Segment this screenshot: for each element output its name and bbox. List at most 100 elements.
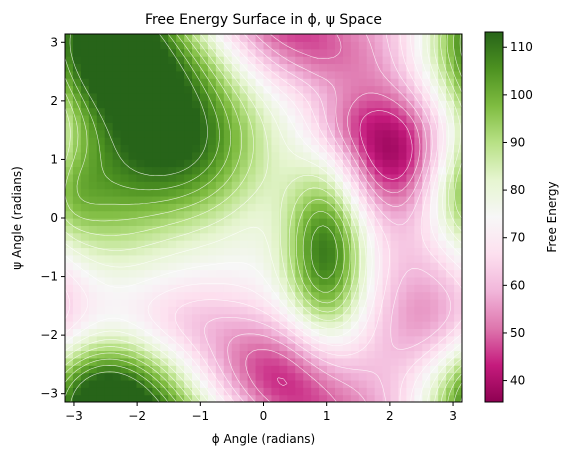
heatmap-cell [287,394,296,402]
heatmap-cell [136,188,145,197]
heatmap-cell [88,188,98,197]
heatmap-cell [112,195,122,204]
heatmap-cell [199,321,209,329]
heatmap-cell [192,137,201,145]
heatmap-cell [120,100,130,109]
heatmap-cell [327,291,336,300]
heatmap-cell [446,379,455,388]
heatmap-cell [176,357,185,366]
heatmap-cell [327,335,336,344]
heatmap-cell [374,85,384,94]
heatmap-cell [287,284,296,293]
heatmap-cell [144,232,153,241]
heatmap-cell [271,166,280,175]
heatmap-cell [184,188,193,197]
y-tick-label: 0 [50,211,58,225]
heatmap-cell [454,313,462,322]
heatmap-cell [255,56,265,65]
heatmap-cell [319,313,328,322]
heatmap-cell [128,225,138,234]
heatmap-cell [152,122,161,131]
heatmap-cell [303,48,312,57]
heatmap-cell [72,129,82,138]
heatmap-cell [184,63,193,72]
heatmap-cell [446,195,455,204]
heatmap-cell [152,335,161,344]
heatmap-cell [184,254,193,263]
heatmap-cell [398,210,408,219]
heatmap-cell [350,107,360,116]
heatmap-cell [446,276,455,285]
heatmap-cell [414,394,423,402]
heatmap-cell [96,240,106,249]
heatmap-cells [65,34,462,402]
heatmap-cell [199,394,209,402]
heatmap-cell [303,159,312,168]
heatmap-cell [104,284,114,293]
heatmap-cell [295,365,304,374]
heatmap-cell [358,262,368,271]
heatmap-cell [239,276,249,285]
heatmap-cell [390,328,400,337]
heatmap-cell [446,291,455,300]
heatmap-cell [96,225,106,234]
heatmap-cell [287,122,296,131]
heatmap-cell [168,269,177,278]
heatmap-cell [287,173,296,182]
heatmap-cell [406,92,415,101]
heatmap-cell [223,63,233,72]
heatmap-cell [358,181,368,190]
heatmap-cell [374,48,384,57]
heatmap-cell [287,188,296,197]
heatmap-cell [160,144,169,153]
heatmap-cell [88,313,98,322]
heatmap-cell [176,129,185,138]
heatmap-cell [199,41,209,50]
heatmap-cell [271,379,280,388]
heatmap-cell [144,365,153,374]
heatmap-cell [438,85,447,94]
heatmap-cell [279,254,288,263]
heatmap-cell [271,63,280,72]
heatmap-cell [327,394,336,402]
heatmap-cell [319,173,328,182]
heatmap-cell [319,262,328,271]
heatmap-cell [231,203,241,212]
heatmap-cell [231,151,241,160]
heatmap-cell [327,218,336,226]
heatmap-cell [223,195,233,204]
heatmap-cell [406,188,415,197]
heatmap-cell [327,379,336,388]
heatmap-cell [239,122,249,131]
heatmap-cell [342,291,352,300]
heatmap-cell [247,92,257,101]
heatmap-cell [207,129,217,138]
heatmap-cell [128,232,138,241]
heatmap-cell [454,100,462,109]
heatmap-cell [231,298,241,307]
heatmap-cell [152,306,161,315]
heatmap-cell [223,262,233,271]
heatmap-cell [303,335,312,344]
heatmap-cell [430,195,439,204]
heatmap-cell [271,254,280,263]
heatmap-cell [255,85,265,94]
heatmap-cell [374,144,384,153]
heatmap-cell [96,70,106,79]
heatmap-cell [446,92,455,101]
heatmap-cell [438,306,447,315]
heatmap-cell [279,92,288,101]
heatmap-cell [72,218,82,226]
heatmap-cell [207,328,217,337]
heatmap-cell [382,284,392,293]
heatmap-cell [311,56,320,65]
heatmap-cell [271,328,280,337]
heatmap-cell [303,298,312,307]
heatmap-cell [287,335,296,344]
y-tick-label: −2 [40,328,58,342]
heatmap-cell [446,343,455,352]
heatmap-cell [215,203,225,212]
heatmap-cell [120,269,130,278]
heatmap-cell [358,313,368,322]
heatmap-cell [446,122,455,131]
